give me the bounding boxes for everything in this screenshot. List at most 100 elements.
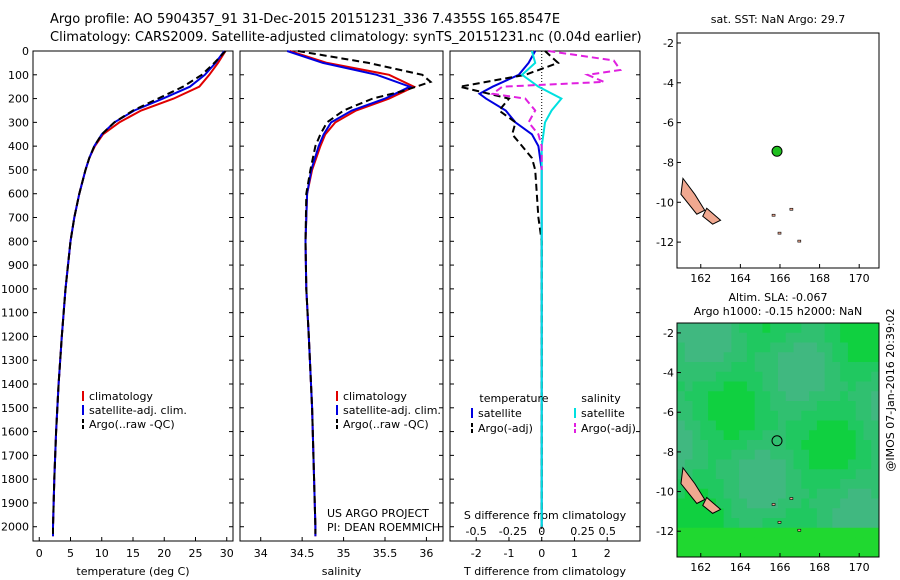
heatmap-cell [708,430,717,441]
y-tick-label: -8 [663,156,674,169]
heatmap-cell [708,352,717,363]
heatmap-cell [809,381,818,392]
heatmap-cell [778,323,787,334]
heatmap-cell [785,401,795,412]
heatmap-cell [832,498,841,509]
heatmap-cell [809,401,818,412]
heatmap-cell [731,547,740,558]
heatmap-cell [739,323,748,334]
heatmap-cell [723,537,732,548]
heatmap-cell [809,440,818,451]
x-tick-label: 164 [730,272,751,285]
heatmap-cell [677,469,686,480]
heatmap-cell [762,508,771,519]
heatmap-cell [754,323,763,334]
heatmap-cell [731,518,740,529]
heatmap-cell [754,508,763,519]
heatmap-cell [816,371,826,382]
heatmap-cell [677,410,686,421]
heatmap-cell [739,479,748,490]
heatmap-cell [863,401,872,412]
legend-label: satellite-adj. clim. [89,404,187,417]
heatmap-cell [731,381,740,392]
heatmap-cell [816,323,826,334]
heatmap-cell [801,479,810,490]
heatmap-cell [871,410,880,421]
heatmap-cell [855,391,864,402]
heatmap-cell [746,381,756,392]
heatmap-cell [723,518,732,529]
heatmap-cell [723,381,732,392]
heatmap-cell [855,342,864,353]
heatmap-cell [855,430,864,441]
legend-label: climatology [89,390,153,403]
heatmap-cell [863,498,872,509]
map-title: Altim. SLA: -0.067 [728,291,827,304]
heatmap-cell [840,440,849,451]
heatmap-cell [863,362,872,373]
heatmap-cell [847,518,857,529]
heatmap-cell [739,488,748,499]
heatmap-cell [785,362,795,373]
heatmap-cell [793,342,802,353]
y-tick-label: 2000 [1,521,29,534]
heatmap-cell [816,352,826,363]
y-tick-label: 1200 [1,330,29,343]
y-tick-label: 1900 [1,497,29,510]
heatmap-cell [840,518,849,529]
heatmap-cell [723,440,732,451]
heatmap-cell [801,371,810,382]
heatmap-cell [723,508,732,519]
heatmap-cell [684,332,694,343]
heatmap-cell [801,401,810,412]
y-tick-label: 800 [8,235,29,248]
heatmap-cell [793,323,802,334]
heatmap-cell [700,410,709,421]
heatmap-cell [739,362,748,373]
heatmap-cell [754,459,763,470]
heatmap-cell [863,430,872,441]
heatmap-cell [692,527,701,538]
heatmap-cell [746,420,756,431]
heatmap-cell [739,371,748,382]
heatmap-cell [824,518,833,529]
x-tick-label: 170 [849,272,870,285]
heatmap-cell [677,391,686,402]
heatmap-cell [801,391,810,402]
heatmap-cell [863,459,872,470]
heatmap-cell [692,547,701,558]
heatmap-cell [739,332,748,343]
heatmap-cell [715,488,725,499]
x-tick-label: 36 [419,547,433,560]
heatmap-cell [840,527,849,538]
heatmap-cell [770,332,779,343]
heatmap-cell [700,479,709,490]
heatmap-cell [785,527,795,538]
heatmap-cell [855,371,864,382]
heatmap-cell [746,459,756,470]
heatmap-cell [692,420,701,431]
heatmap-cell [677,352,686,363]
y-tick-label: -8 [663,446,674,459]
heatmap-cell [770,420,779,431]
heatmap-cell [715,430,725,441]
land-island [702,496,722,514]
heatmap-cell [778,371,787,382]
heatmap-cell [723,498,732,509]
heatmap-cell [708,459,717,470]
heatmap-cell [785,449,795,460]
heatmap-cell [723,459,732,470]
heatmap-cell [816,430,826,441]
x-tick-label: 1 [571,547,578,560]
y-tick-label: -6 [663,117,674,130]
heatmap-cell [863,342,872,353]
heatmap-cell [739,420,748,431]
heatmap-cell [677,440,686,451]
heatmap-cell [700,459,709,470]
heatmap-cell [746,449,756,460]
heatmap-cell [770,391,779,402]
series-line [459,50,560,527]
heatmap-cell [816,420,826,431]
heatmap-cell [708,537,717,548]
heatmap-cell [793,518,802,529]
